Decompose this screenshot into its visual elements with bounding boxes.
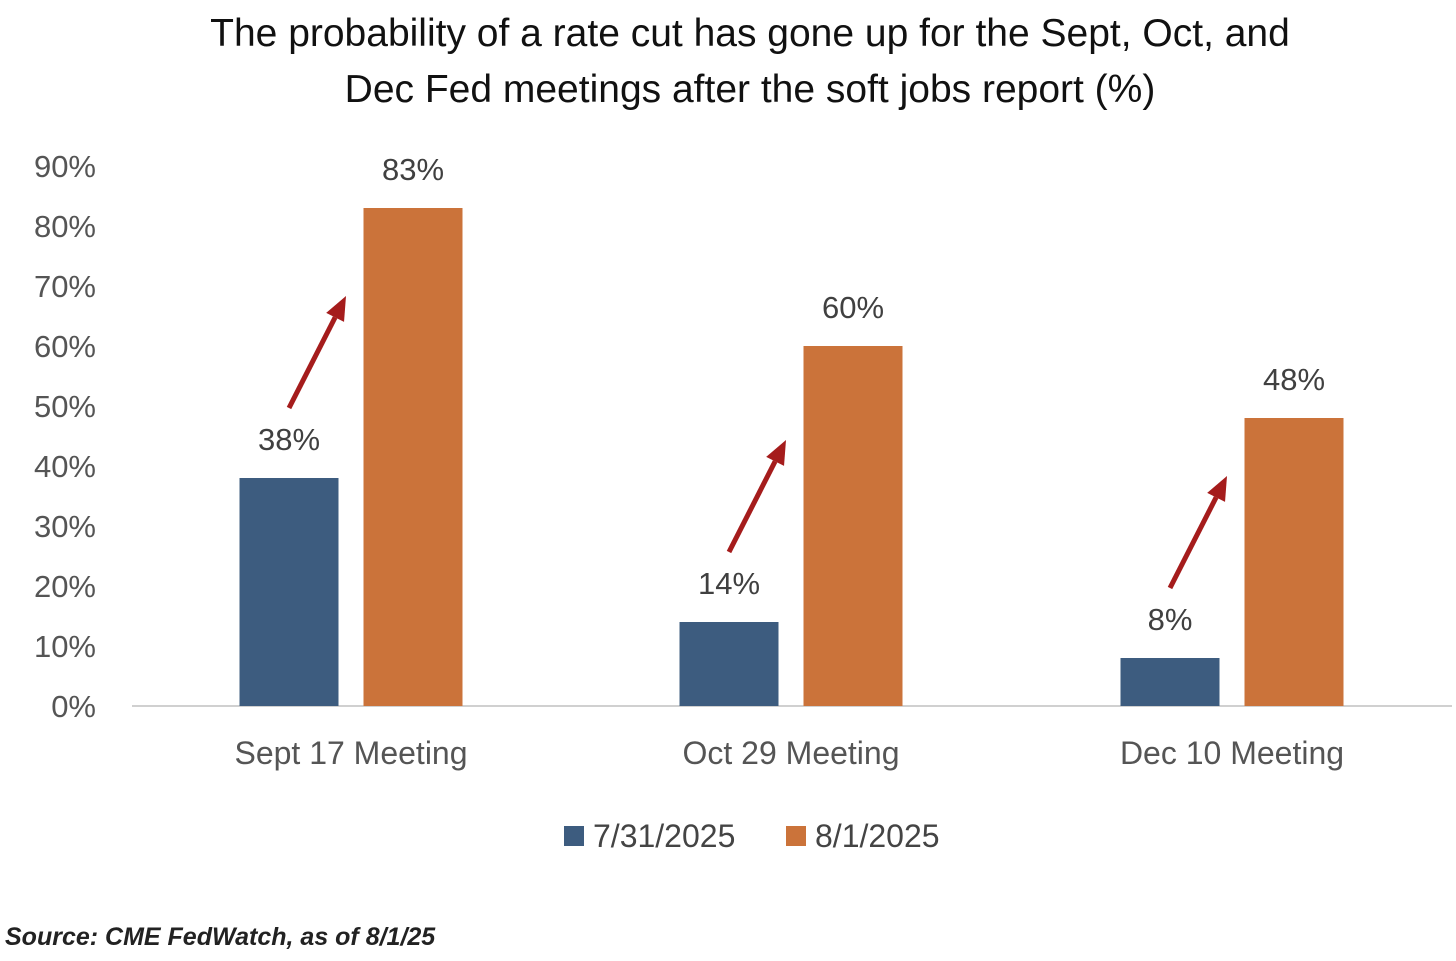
y-tick-label: 30% (34, 509, 96, 544)
y-tick-label: 10% (34, 629, 96, 664)
data-label: 14% (698, 566, 760, 601)
y-tick-label: 0% (51, 689, 96, 724)
category-labels: Sept 17 Meeting Oct 29 Meeting Dec 10 Meet… (234, 735, 1344, 771)
arrow-head (1207, 476, 1227, 502)
bars (239, 208, 1344, 706)
x-category-label: Sept 17 Meeting (234, 735, 467, 771)
bar-series-1-3 (1120, 658, 1220, 706)
chart-title-line-2: Dec Fed meetings after the soft jobs rep… (345, 68, 1156, 111)
y-tick-label: 60% (34, 329, 96, 364)
data-label: 38% (258, 422, 320, 457)
arrow-shaft (286, 316, 338, 410)
chart-title-line-1: The probability of a rate cut has gone u… (210, 12, 1290, 55)
arrow-shaft (726, 460, 778, 554)
increase-arrows (286, 296, 1227, 590)
y-tick-label: 20% (34, 569, 96, 604)
source-note: Source: CME FedWatch, as of 8/1/25 (5, 923, 436, 951)
bar-series-2-3 (1244, 418, 1344, 706)
x-category-label: Dec 10 Meeting (1120, 735, 1344, 771)
arrow-head (766, 440, 786, 466)
legend-swatch-series-2 (786, 826, 806, 846)
data-label: 60% (822, 290, 884, 325)
legend-swatch-series-1 (564, 826, 584, 846)
arrow-shaft (1167, 496, 1219, 590)
x-category-label: Oct 29 Meeting (683, 735, 900, 771)
y-axis-ticks: 0% 10% 20% 30% 40% 50% 60% 70% 80% 90% (34, 149, 96, 724)
legend-label-series-1: 7/31/2025 (593, 818, 735, 854)
y-tick-label: 70% (34, 269, 96, 304)
legend-label-series-2: 8/1/2025 (815, 818, 940, 854)
y-tick-label: 40% (34, 449, 96, 484)
y-tick-label: 90% (34, 149, 96, 184)
arrow-head (326, 296, 346, 322)
y-tick-label: 80% (34, 209, 96, 244)
bar-series-1-2 (679, 622, 779, 706)
data-label: 8% (1148, 602, 1193, 637)
legend: 7/31/2025 8/1/2025 (564, 818, 940, 854)
data-label: 83% (382, 152, 444, 187)
bar-series-2-1 (363, 208, 463, 706)
bar-series-1-1 (239, 478, 339, 706)
y-tick-label: 50% (34, 389, 96, 424)
bar-series-2-2 (803, 346, 903, 706)
data-label: 48% (1263, 362, 1325, 397)
data-labels: 38% 14% 8% 83% 60% 48% (258, 152, 1325, 637)
